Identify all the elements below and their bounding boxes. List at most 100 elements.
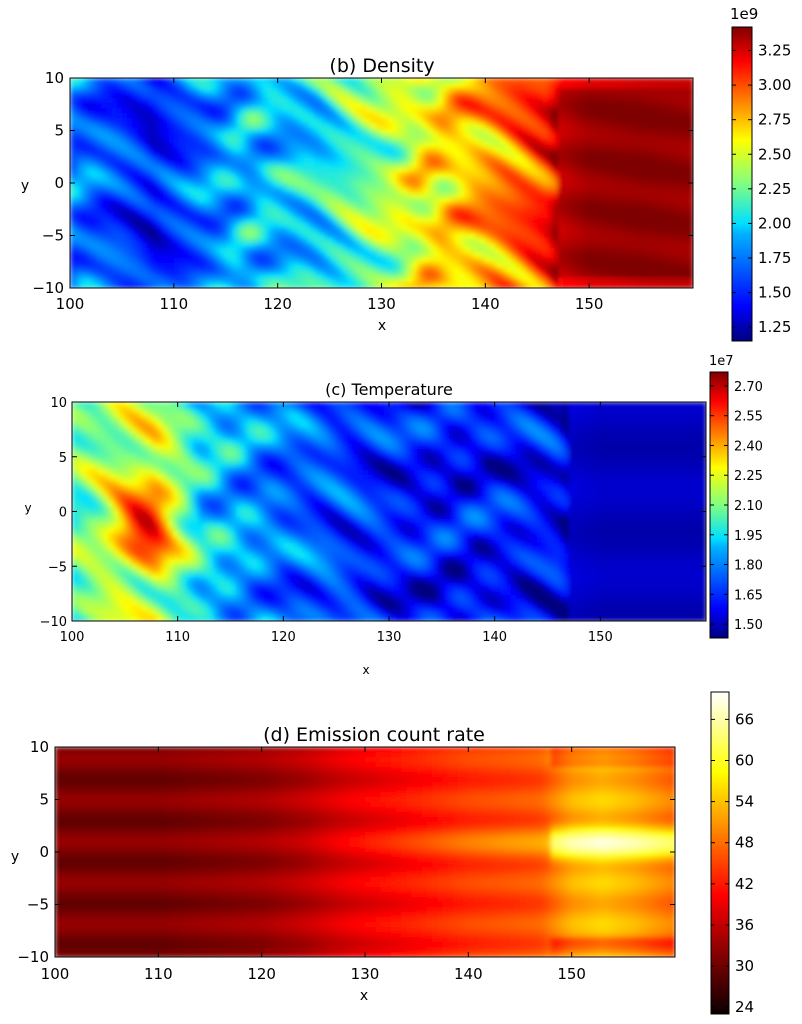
field-cell: [262, 273, 268, 279]
field-cell: [552, 258, 559, 264]
field-cell: [179, 93, 185, 99]
field-cell: [537, 88, 544, 94]
field-cell: [376, 228, 383, 234]
field-cell: [542, 223, 549, 229]
field-cell: [189, 168, 196, 174]
field-cell: [215, 83, 222, 89]
field-cell: [204, 203, 211, 209]
field-cell: [407, 258, 414, 264]
field-cell: [521, 253, 528, 259]
field-cell: [402, 238, 409, 244]
field-cell: [568, 113, 575, 119]
field-cell: [495, 193, 502, 199]
field-cell: [355, 253, 362, 259]
field-cell: [288, 263, 294, 269]
field-cell: [454, 143, 460, 149]
field-cell: [262, 213, 268, 219]
field-cell: [667, 158, 673, 164]
field-cell: [230, 163, 237, 169]
field-cell: [116, 98, 123, 104]
field-cell: [70, 238, 76, 244]
field-cell: [604, 238, 611, 244]
field-cell: [277, 178, 284, 184]
field-cell: [397, 283, 403, 288]
field-cell: [646, 153, 653, 159]
field-cell: [682, 243, 689, 249]
field-cell: [687, 198, 693, 204]
field-cell: [568, 168, 575, 174]
field-cell: [646, 123, 653, 129]
field-cell: [583, 93, 590, 99]
field-cell: [101, 273, 107, 279]
field-cell: [288, 98, 294, 104]
field-cell: [101, 148, 107, 154]
field-cell: [334, 203, 341, 209]
field-cell: [563, 78, 569, 84]
field-cell: [262, 198, 268, 204]
field-cell: [376, 78, 383, 84]
field-cell: [210, 213, 216, 219]
field-cell: [459, 243, 466, 249]
field-cell: [168, 178, 175, 184]
field-cell: [314, 123, 320, 129]
field-cell: [407, 108, 414, 114]
field-cell: [371, 103, 377, 109]
field-cell: [589, 93, 595, 99]
field-cell: [599, 158, 606, 164]
field-cell: [147, 118, 154, 124]
field-cell: [277, 228, 284, 234]
field-cell: [230, 218, 237, 224]
field-cell: [677, 258, 684, 264]
field-cell: [563, 103, 569, 109]
field-cell: [293, 243, 300, 249]
field-cell: [609, 113, 616, 119]
field-cell: [386, 213, 393, 219]
field-cell: [158, 258, 165, 264]
field-cell: [583, 253, 590, 259]
field-cell: [641, 108, 647, 114]
field-cell: [168, 198, 175, 204]
field-cell: [511, 163, 518, 169]
field-cell: [625, 193, 632, 199]
field-cell: [641, 173, 647, 179]
field-cell: [443, 253, 450, 259]
field-cell: [620, 93, 627, 99]
field-cell: [568, 253, 575, 259]
field-cell: [615, 118, 621, 124]
field-cell: [371, 133, 377, 139]
field-cell: [443, 143, 450, 149]
field-cell: [423, 208, 429, 214]
field-cell: [630, 113, 637, 119]
field-cell: [308, 133, 315, 139]
field-cell: [667, 98, 673, 104]
field-cell: [308, 123, 315, 129]
field-cell: [594, 258, 601, 264]
field-cell: [95, 98, 102, 104]
field-cell: [490, 103, 497, 109]
field-cell: [568, 188, 575, 194]
field-cell: [106, 263, 113, 269]
field-cell: [324, 128, 331, 134]
field-cell: [230, 143, 237, 149]
field-cell: [153, 143, 159, 149]
field-cell: [70, 168, 76, 174]
field-cell: [230, 128, 237, 134]
field-cell: [474, 263, 481, 269]
field-cell: [423, 103, 429, 109]
field-cell: [277, 168, 284, 174]
field-cell: [417, 93, 424, 99]
field-cell: [204, 223, 211, 229]
field-cell: [412, 203, 419, 209]
field-cell: [101, 108, 107, 114]
field-cell: [376, 93, 383, 99]
field-cell: [365, 143, 372, 149]
field-cell: [329, 113, 336, 119]
field-cell: [485, 263, 492, 269]
field-cell: [179, 278, 185, 284]
field-cell: [397, 278, 403, 284]
field-cell: [199, 243, 206, 249]
field-cell: [220, 168, 227, 174]
field-cell: [132, 133, 139, 139]
field-cell: [672, 198, 679, 204]
field-cell: [184, 198, 191, 204]
